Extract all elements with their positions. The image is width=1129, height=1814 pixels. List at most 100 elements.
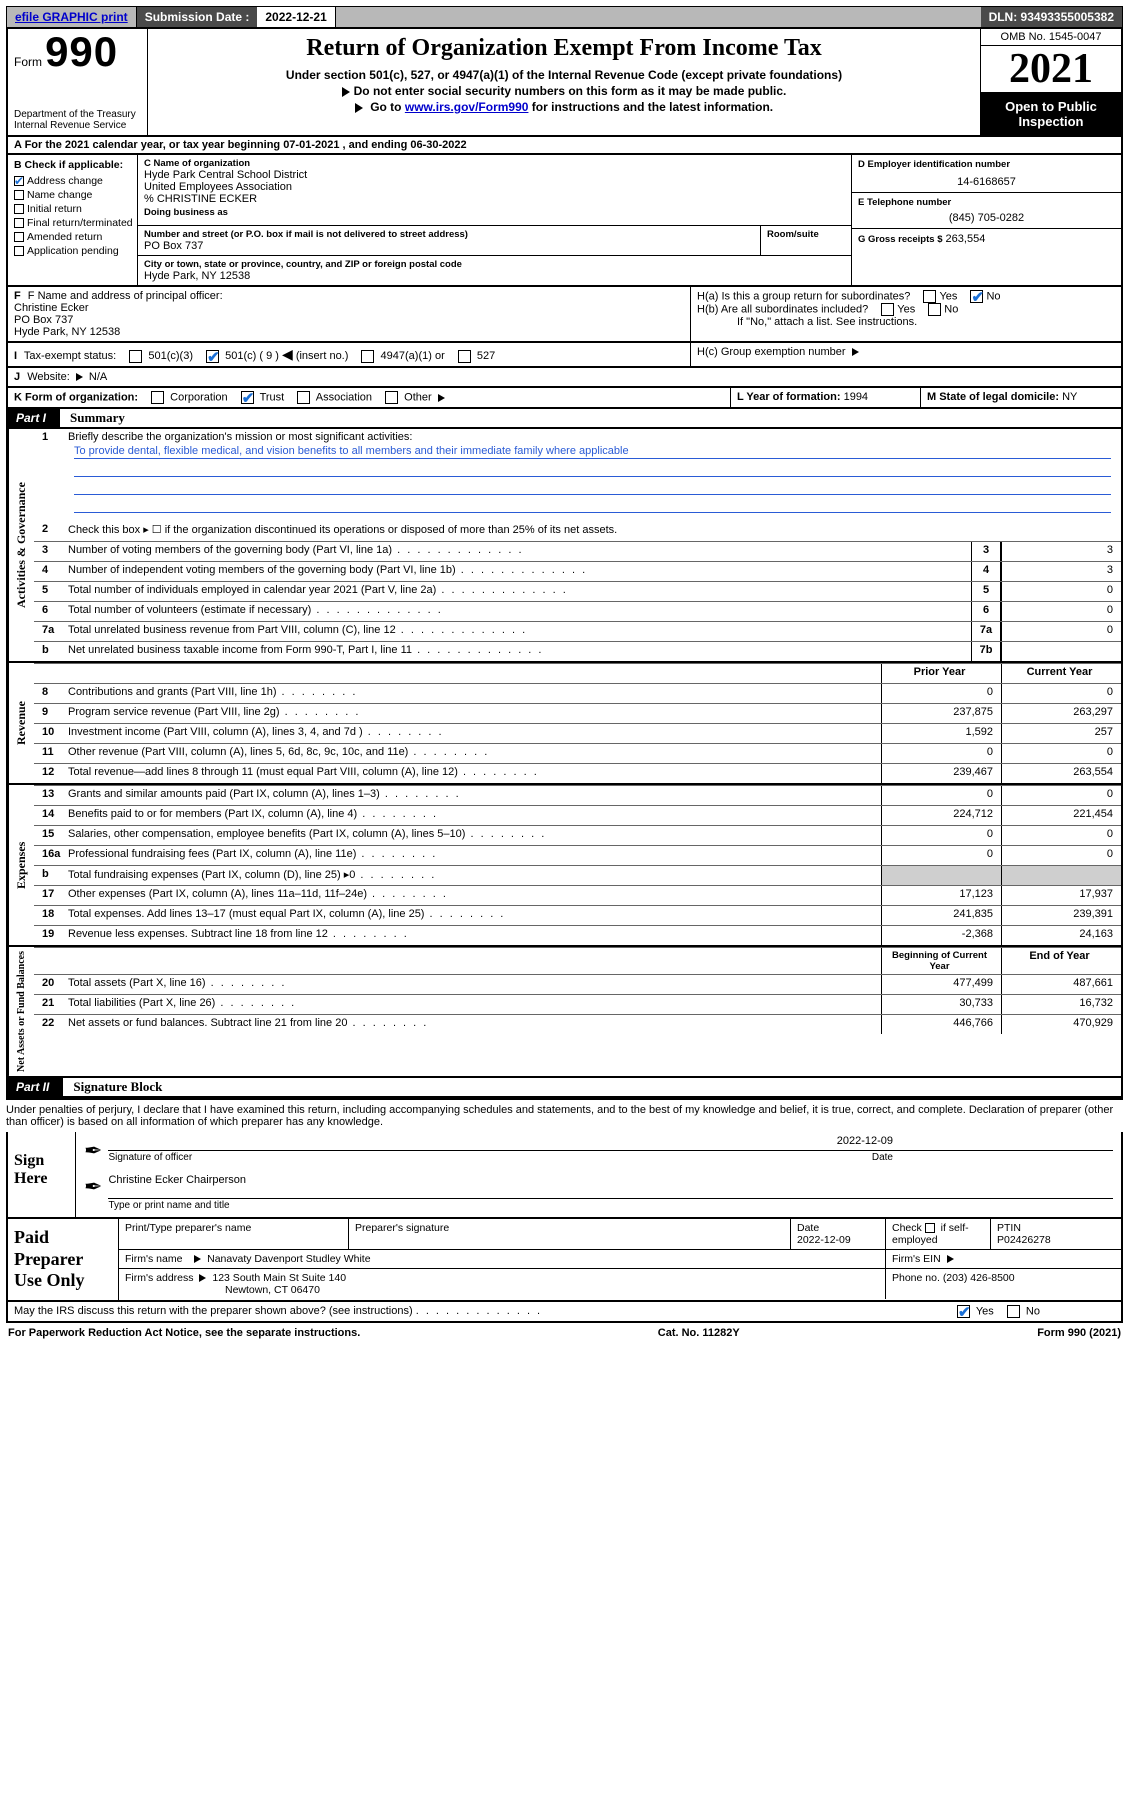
firm-phone-value: (203) 426-8500 bbox=[943, 1272, 1015, 1284]
mission-prompt: Briefly describe the organization's miss… bbox=[68, 431, 412, 443]
submission-date-label: Submission Date : bbox=[137, 8, 258, 26]
current-year-header: Current Year bbox=[1001, 664, 1121, 683]
form-header: Form 990 Department of the Treasury Inte… bbox=[6, 28, 1123, 137]
page-footer: For Paperwork Reduction Act Notice, see … bbox=[6, 1323, 1123, 1339]
dln: DLN: 93493355005382 bbox=[981, 7, 1122, 27]
section-f-label: F bbox=[14, 290, 21, 302]
self-employed-checkbox[interactable] bbox=[925, 1223, 935, 1233]
summary-line-9: 9 Program service revenue (Part VIII, li… bbox=[34, 703, 1121, 723]
ein-label: D Employer identification number bbox=[858, 159, 1115, 170]
checkbox-icon[interactable] bbox=[14, 204, 24, 214]
tax-501c3-checkbox[interactable] bbox=[129, 350, 142, 363]
check-amended-return[interactable]: Amended return bbox=[14, 231, 131, 243]
org-care-of: % CHRISTINE ECKER bbox=[144, 193, 845, 205]
vtab-net-assets: Net Assets or Fund Balances bbox=[8, 947, 34, 1076]
ha-yes-checkbox[interactable] bbox=[923, 290, 936, 303]
row-k-l-m: K Form of organization: Corporation Trus… bbox=[6, 388, 1123, 409]
vtab-expenses: Expenses bbox=[8, 785, 34, 945]
section-g: G Gross receipts $ 263,554 bbox=[852, 229, 1121, 249]
check-initial-return[interactable]: Initial return bbox=[14, 203, 131, 215]
check-name-change[interactable]: Name change bbox=[14, 189, 131, 201]
part-i-header: Part I Summary bbox=[6, 409, 1123, 429]
discuss-yes-checkbox[interactable] bbox=[957, 1305, 970, 1318]
tax-4947-checkbox[interactable] bbox=[361, 350, 374, 363]
ptin-value: P02426278 bbox=[997, 1234, 1051, 1246]
summary-line-10: 10 Investment income (Part VIII, column … bbox=[34, 723, 1121, 743]
info-grid: B Check if applicable: Address changeNam… bbox=[6, 155, 1123, 287]
checkbox-icon[interactable] bbox=[14, 190, 24, 200]
org-assoc-checkbox[interactable] bbox=[297, 391, 310, 404]
summary-line-17: 17 Other expenses (Part IX, column (A), … bbox=[34, 885, 1121, 905]
row-a-tax-year: A For the 2021 calendar year, or tax yea… bbox=[6, 137, 1123, 155]
prep-date-label: Date bbox=[797, 1222, 819, 1234]
summary-line-12: 12 Total revenue—add lines 8 through 11 … bbox=[34, 763, 1121, 783]
checkbox-icon[interactable] bbox=[14, 218, 24, 228]
officer-addr1: PO Box 737 bbox=[14, 314, 684, 326]
section-h-b: H(b) Are all subordinates included? Yes … bbox=[697, 303, 1115, 316]
arrow-icon bbox=[852, 348, 859, 356]
omb-number: OMB No. 1545-0047 bbox=[981, 29, 1121, 46]
triangle-icon bbox=[342, 87, 350, 97]
footer-right: Form 990 (2021) bbox=[1037, 1327, 1121, 1339]
summary-line-18: 18 Total expenses. Add lines 13–17 (must… bbox=[34, 905, 1121, 925]
hb-no-checkbox[interactable] bbox=[928, 303, 941, 316]
ein-value: 14-6168657 bbox=[858, 176, 1115, 188]
signer-name-label: Type or print name and title bbox=[108, 1198, 1113, 1211]
subtitle-3: Go to www.irs.gov/Form990 for instructio… bbox=[156, 100, 972, 114]
section-h-a: H(a) Is this a group return for subordin… bbox=[697, 290, 1115, 303]
sig-date: 2022-12-09 bbox=[108, 1135, 893, 1147]
website-label: Website: bbox=[27, 371, 70, 383]
discuss-no-checkbox[interactable] bbox=[1007, 1305, 1020, 1318]
summary-line-15: 15 Salaries, other compensation, employe… bbox=[34, 825, 1121, 845]
address-label: Number and street (or P.O. box if mail i… bbox=[144, 229, 754, 240]
form-word: Form bbox=[14, 55, 42, 69]
city-label: City or town, state or province, country… bbox=[144, 259, 845, 270]
efile-label[interactable]: efile GRAPHIC print bbox=[7, 7, 137, 27]
row-j-website: J Website: N/A bbox=[6, 368, 1123, 388]
phone-value: (845) 705-0282 bbox=[858, 212, 1115, 224]
check-address-change[interactable]: Address change bbox=[14, 175, 131, 187]
summary-governance: Activities & Governance 1 Briefly descri… bbox=[6, 429, 1123, 663]
part-ii-title: Signature Block bbox=[63, 1079, 162, 1095]
discuss-question: May the IRS discuss this return with the… bbox=[14, 1305, 413, 1317]
section-d: D Employer identification number 14-6168… bbox=[852, 155, 1121, 193]
checkbox-icon[interactable] bbox=[14, 176, 24, 186]
check-final-return-terminated[interactable]: Final return/terminated bbox=[14, 217, 131, 229]
section-h-note: If "No," attach a list. See instructions… bbox=[697, 316, 1115, 328]
subtitle-1: Under section 501(c), 527, or 4947(a)(1)… bbox=[156, 68, 972, 82]
org-corp-checkbox[interactable] bbox=[151, 391, 164, 404]
summary-line-b: b Total fundraising expenses (Part IX, c… bbox=[34, 865, 1121, 885]
part-ii-badge: Part II bbox=[8, 1078, 63, 1096]
org-trust-checkbox[interactable] bbox=[241, 391, 254, 404]
arrow-icon bbox=[194, 1255, 201, 1263]
hb-yes-checkbox[interactable] bbox=[881, 303, 894, 316]
footer-mid: Cat. No. 11282Y bbox=[658, 1327, 740, 1339]
sign-here-label: Sign Here bbox=[8, 1132, 76, 1217]
ha-no-checkbox[interactable] bbox=[970, 290, 983, 303]
summary-line-3: 3 Number of voting members of the govern… bbox=[34, 541, 1121, 561]
instructions-link[interactable]: www.irs.gov/Form990 bbox=[405, 100, 529, 114]
summary-line-4: 4 Number of independent voting members o… bbox=[34, 561, 1121, 581]
org-other-checkbox[interactable] bbox=[385, 391, 398, 404]
summary-line-16a: 16a Professional fundraising fees (Part … bbox=[34, 845, 1121, 865]
checkbox-icon[interactable] bbox=[14, 246, 24, 256]
summary-line-11: 11 Other revenue (Part VIII, column (A),… bbox=[34, 743, 1121, 763]
arrow-icon bbox=[438, 394, 445, 402]
checkbox-icon[interactable] bbox=[14, 232, 24, 242]
gross-receipts-label: G Gross receipts $ bbox=[858, 234, 942, 245]
firm-ein-label: Firm's EIN bbox=[892, 1253, 941, 1265]
firm-addr-value: 123 South Main St Suite 140 bbox=[212, 1272, 346, 1284]
sig-date-label: Date bbox=[872, 1152, 893, 1163]
summary-line-5: 5 Total number of individuals employed i… bbox=[34, 581, 1121, 601]
tax-exempt-label: Tax-exempt status: bbox=[24, 350, 116, 362]
tax-527-checkbox[interactable] bbox=[458, 350, 471, 363]
section-e: E Telephone number (845) 705-0282 bbox=[852, 193, 1121, 229]
summary-expenses: Expenses 13 Grants and similar amounts p… bbox=[6, 785, 1123, 947]
tax-501c-checkbox[interactable] bbox=[206, 350, 219, 363]
summary-line-21: 21 Total liabilities (Part X, line 26) 3… bbox=[34, 994, 1121, 1014]
org-name-label: C Name of organization bbox=[144, 158, 845, 169]
end-year-header: End of Year bbox=[1001, 948, 1121, 974]
part-ii-header: Part II Signature Block bbox=[6, 1078, 1123, 1098]
check-application-pending[interactable]: Application pending bbox=[14, 245, 131, 257]
subtitle-2: Do not enter social security numbers on … bbox=[156, 84, 972, 98]
